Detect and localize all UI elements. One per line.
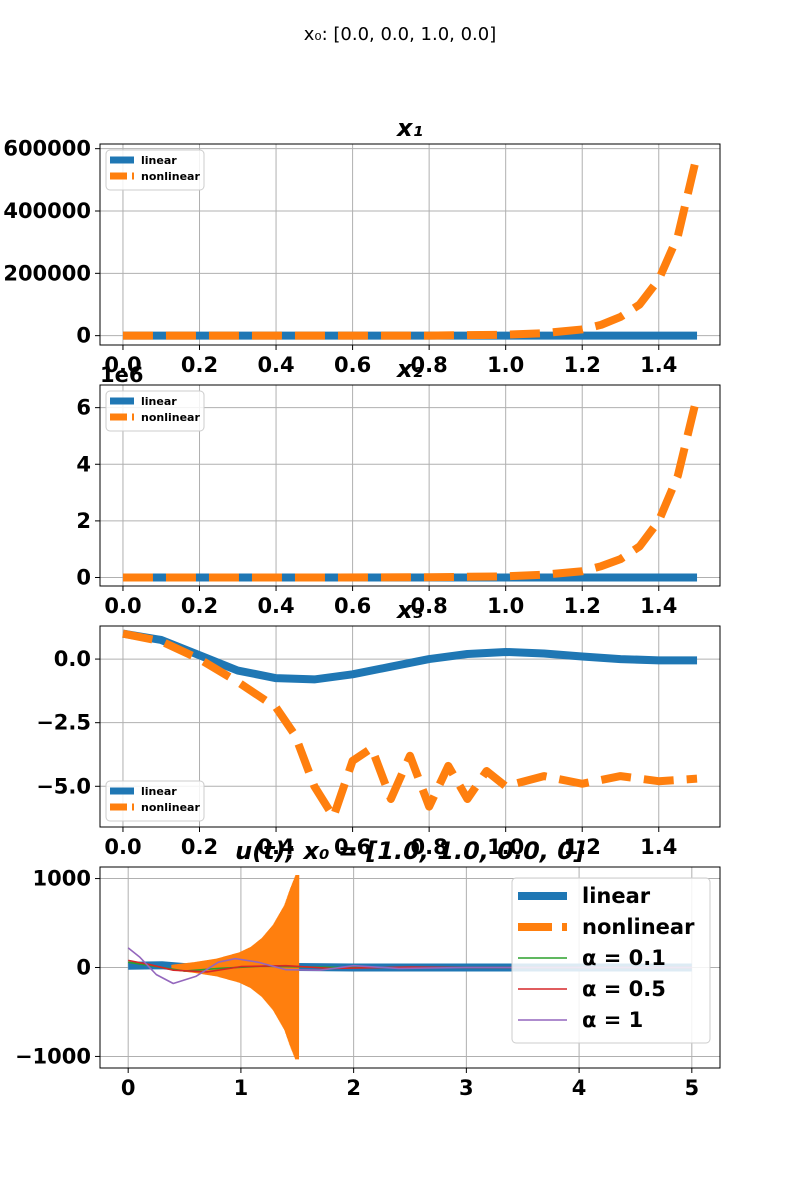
series-line-nonlinear: [122, 153, 701, 340]
x-tick-label: 4: [572, 1076, 587, 1100]
legend-label-0-5: α = 0.5: [582, 977, 666, 1001]
x-tick-label: 1.2: [564, 353, 601, 377]
y-tick-label: −1000: [15, 1044, 91, 1068]
y-tick-label: 1000: [33, 867, 91, 891]
legend-label-linear: linear: [141, 395, 177, 408]
series-line-nonlinear: [122, 395, 701, 582]
legend-frame: [511, 877, 711, 1044]
x-tick-label: 1.2: [564, 835, 601, 859]
series-line-nonlinear: [122, 629, 698, 821]
y-tick-label: −2.5: [36, 711, 91, 735]
series-line-linear: [122, 629, 698, 684]
series-group: [122, 629, 698, 821]
legend-label-linear: linear: [141, 785, 177, 798]
figure-suptitle: x₀: [0.0, 0.0, 1.0, 0.0]: [304, 24, 497, 45]
x-tick-label: 0.0: [104, 353, 141, 377]
axes-frame: [99, 384, 721, 587]
subplot-1: x₁ 0.0 0.2 0.4 0.6 0.8 1.0 1.2 1.4 0 200000 400000 6…: [3, 114, 721, 377]
x-tick-label: 0.6: [334, 835, 371, 859]
subplot-title: x₃: [396, 596, 423, 624]
y-offset-text: 1e6: [100, 363, 143, 387]
legend-label-nonlinear: nonlinear: [141, 801, 200, 814]
series-line-1: [127, 947, 692, 985]
y-tick-label: 0: [76, 324, 91, 348]
subplot-title: u(t); x₀ = [1.0, 1.0, 0.0, 0]: [235, 837, 585, 865]
subplot-title: x₁: [396, 114, 423, 142]
series-line-nonlinear: [171, 874, 300, 1060]
y-tick-label: 200000: [3, 261, 91, 285]
x-tick-label: 3: [459, 1076, 474, 1100]
series-group: [122, 153, 701, 340]
x-tick-label: 0.0: [104, 835, 141, 859]
y-tick-label: 4: [76, 452, 91, 476]
x-tick-label: 0.0: [104, 594, 141, 618]
legend: linear nonlinear: [105, 390, 205, 432]
axes-frame: [99, 143, 721, 346]
legend: linear nonlinear: [105, 149, 205, 191]
legend: linear nonlinear: [105, 780, 205, 822]
x-tick-label: 1.4: [640, 353, 677, 377]
subplot-2: x₂ 0.0 0.2 0.4 0.6 0.8 1.0 1.2 1.4 0 2 4 6 1e6 linear n…: [76, 355, 721, 618]
y-tick-label: 0: [76, 566, 91, 590]
legend-label-1: α = 1: [582, 1008, 643, 1032]
legend-label-nonlinear: nonlinear: [582, 915, 695, 939]
x-tick-label: 1.0: [487, 353, 524, 377]
legend-label-0-1: α = 0.1: [582, 946, 666, 970]
axes-frame: [99, 866, 721, 1069]
x-tick-label: 5: [685, 1076, 700, 1100]
subplot-4: u(t); x₀ = [1.0, 1.0, 0.0, 0] 0 1 2 3 4 5 1000 0…: [15, 837, 721, 1100]
legend-label-linear: linear: [582, 884, 651, 908]
x-tick-label: 0.4: [257, 594, 294, 618]
y-tick-label: 0: [76, 956, 91, 980]
x-tick-label: 0.2: [181, 594, 218, 618]
x-tick-label: 2: [346, 1076, 361, 1100]
legend-label-nonlinear: nonlinear: [141, 170, 200, 183]
x-tick-label: 0.4: [257, 835, 294, 859]
x-tick-label: 1.0: [487, 594, 524, 618]
x-tick-label: 1.2: [564, 594, 601, 618]
x-tick-label: 0.8: [411, 353, 448, 377]
subplots: x₁ 0.0 0.2 0.4 0.6 0.8 1.0 1.2 1.4 0 200000 400000 6…: [3, 114, 721, 1100]
y-tick-label: 600000: [3, 137, 91, 161]
x-tick-label: 0.6: [334, 594, 371, 618]
x-tick-label: 0.6: [334, 353, 371, 377]
legend-label-nonlinear: nonlinear: [141, 411, 200, 424]
y-tick-label: 400000: [3, 199, 91, 223]
x-tick-label: 0.8: [411, 594, 448, 618]
x-tick-label: 1.4: [640, 835, 677, 859]
subplot-title: x₂: [396, 355, 423, 383]
x-tick-label: 0.4: [257, 353, 294, 377]
y-tick-label: −5.0: [36, 774, 91, 798]
y-tick-label: 2: [76, 509, 91, 533]
legend-label-linear: linear: [141, 154, 177, 167]
legend: linear nonlinear α = 0.1 α = 0.5 α = 1: [511, 877, 711, 1044]
x-tick-label: 1.0: [487, 835, 524, 859]
x-tick-label: 1: [234, 1076, 249, 1100]
y-tick-label: 6: [76, 396, 91, 420]
x-tick-label: 0.2: [181, 835, 218, 859]
x-tick-label: 1.4: [640, 594, 677, 618]
x-tick-label: 0.2: [181, 353, 218, 377]
x-tick-label: 0.8: [411, 835, 448, 859]
axes-frame: [99, 625, 721, 828]
series-group: [122, 395, 701, 582]
y-tick-label: 0.0: [54, 647, 91, 671]
subplot-3: x₃ 0.0 0.2 0.4 0.6 0.8 1.0 1.2 1.4 0.0 −2.5 −5.0 lin…: [36, 596, 721, 859]
x-tick-label: 0: [121, 1076, 136, 1100]
